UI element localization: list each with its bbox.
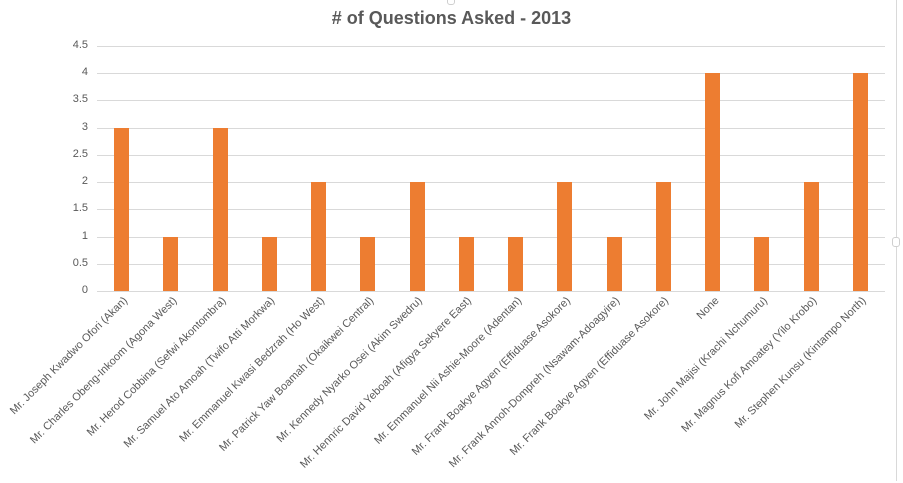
gridline [97,73,885,74]
y-tick-label: 1 [81,230,88,242]
y-tick-label: 4.5 [72,39,88,51]
y-tick-label: 2.5 [72,148,88,160]
bar[interactable] [360,237,375,291]
y-tick-label: 1.5 [72,202,88,214]
bar[interactable] [262,237,277,291]
gridline [97,128,885,129]
bar[interactable] [607,237,622,291]
bar[interactable] [853,73,868,291]
y-tick-label: 0.5 [72,257,88,269]
bar[interactable] [656,182,671,291]
bar[interactable] [410,182,425,291]
bar[interactable] [459,237,474,291]
gridline [97,100,885,101]
bar[interactable] [557,182,572,291]
y-tick-label: 3 [81,121,88,133]
gridline [97,46,885,47]
bar[interactable] [508,237,523,291]
gridline [97,209,885,210]
chart-title: # of Questions Asked - 2013 [331,8,572,28]
bar[interactable] [705,73,720,291]
bar[interactable] [804,182,819,291]
resize-handle-top[interactable] [447,0,455,5]
gridline [97,237,885,238]
y-tick-label: 4 [81,66,88,78]
y-tick-label: 2 [81,175,88,187]
bar[interactable] [114,128,129,291]
y-tick-label: 3.5 [72,93,88,105]
bar[interactable] [213,128,228,291]
bar[interactable] [754,237,769,291]
y-tick-label: 0 [81,284,88,296]
gridline [97,291,885,292]
gridline [97,264,885,265]
resize-handle-right[interactable] [892,237,900,247]
gridline [97,155,885,156]
bar[interactable] [311,182,326,291]
bar[interactable] [163,237,178,291]
gridline [97,182,885,183]
